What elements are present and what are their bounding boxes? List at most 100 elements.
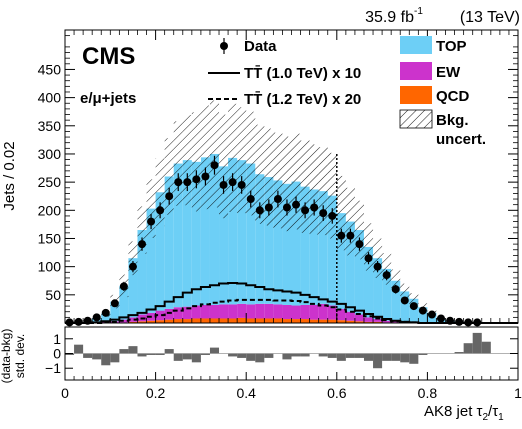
- top-bar: [228, 157, 238, 305]
- data-point: [400, 296, 409, 305]
- ratio-y-tick-label: 0: [53, 346, 61, 362]
- legend-swatch: [400, 62, 432, 80]
- qcd-bar: [264, 318, 274, 323]
- qcd-bar: [354, 321, 364, 323]
- ew-bar: [391, 321, 401, 323]
- ratio-bar: [146, 353, 156, 355]
- ratio-y-axis-label-line2: std. dev.: [13, 334, 27, 378]
- top-bar: [363, 246, 374, 318]
- ratio-bar: [119, 349, 129, 354]
- ratio-bar: [83, 353, 93, 358]
- uncertainty-band-bin: [273, 132, 283, 229]
- uncertainty-band-bin: [200, 105, 210, 210]
- uncertainty-band-bin: [137, 206, 147, 254]
- x-axis: 0 0.2 0.4 0.6 0.8 1: [61, 372, 522, 401]
- uncertainty-band-bin: [191, 112, 201, 212]
- ratio-bar: [463, 343, 473, 354]
- x-tick-label: 0.8: [418, 385, 438, 401]
- ratio-bar: [336, 353, 346, 361]
- legend-entry-label: TOP: [436, 38, 467, 55]
- ew-bar: [318, 303, 328, 320]
- ew-bar: [282, 304, 292, 320]
- qcd-bar: [137, 321, 147, 323]
- top-bar: [191, 161, 201, 306]
- ew-bar: [200, 304, 210, 319]
- uncertainty-band-bin: [209, 100, 220, 208]
- x-axis-label-sub1: 2: [482, 412, 488, 423]
- ratio-bar: [92, 353, 102, 360]
- ratio-bar: [191, 353, 201, 363]
- data-point: [409, 302, 418, 311]
- ratio-bar: [110, 353, 120, 363]
- ew-bar: [128, 317, 138, 322]
- ew-bar: [291, 305, 301, 320]
- ratio-bar: [373, 353, 383, 369]
- qcd-bar: [237, 317, 247, 323]
- ew-bar: [209, 304, 220, 319]
- data-point: [65, 318, 74, 327]
- top-bar: [137, 230, 147, 315]
- ew-bar: [354, 314, 364, 322]
- data-point: [83, 316, 92, 325]
- data-point: [156, 206, 165, 215]
- data-point: [292, 200, 301, 209]
- y-tick-label: 450: [38, 61, 62, 77]
- data-point: [337, 231, 346, 240]
- qcd-bar: [146, 320, 156, 323]
- uncertainty-band-bin: [228, 103, 238, 212]
- data-point: [255, 206, 264, 215]
- uncertainty-band-bin: [345, 187, 355, 256]
- uncertainty-band-bin: [363, 223, 374, 271]
- data-point: [382, 271, 391, 280]
- ew-bar: [255, 303, 265, 319]
- ew-bar: [300, 304, 310, 320]
- uncertainty-band-bin: [282, 136, 292, 232]
- qcd-bar: [209, 318, 220, 323]
- x-tick-label: 1: [514, 385, 522, 401]
- ew-bar: [309, 304, 319, 320]
- qcd-bar: [219, 318, 229, 323]
- uncertainty-band-bin: [373, 238, 383, 278]
- ew-bar: [373, 319, 383, 322]
- top-bar: [237, 160, 247, 304]
- data-point: [427, 310, 436, 319]
- uncertainty-band-bin: [327, 152, 337, 239]
- ew-bar: [336, 308, 346, 321]
- data-point: [310, 203, 319, 212]
- ratio-bar: [200, 353, 210, 355]
- data-point: [373, 262, 382, 271]
- ew-bar: [173, 307, 183, 320]
- uncertainty-band-bin: [164, 138, 174, 215]
- data-point: [418, 306, 427, 315]
- ew-bar: [228, 304, 238, 319]
- data-points: [65, 155, 482, 327]
- ratio-bar: [128, 346, 138, 354]
- top-bar: [400, 291, 410, 323]
- signal-curves: [65, 281, 518, 324]
- qcd-bar: [282, 319, 292, 323]
- ratio-y-axis: 10−1: [45, 331, 518, 376]
- uncertainty-band-bin: [354, 200, 364, 260]
- top-bar: [119, 285, 129, 320]
- top-bar: [219, 166, 229, 305]
- x-tick-label: 0: [61, 385, 69, 401]
- qcd-bar: [336, 320, 346, 323]
- data-point: [246, 195, 255, 204]
- ratio-bar: [363, 353, 374, 361]
- ew-bar: [327, 305, 337, 320]
- data-point: [192, 175, 201, 184]
- qcd-bar: [164, 319, 174, 323]
- legend-entry-label: QCD: [436, 88, 470, 105]
- data-point: [138, 240, 147, 249]
- top-bar: [391, 280, 401, 322]
- ratio-bar: [101, 353, 111, 366]
- y-tick-label: 350: [38, 118, 62, 134]
- ratio-bar: [354, 353, 364, 358]
- data-point: [74, 317, 83, 326]
- top-bar: [291, 181, 301, 306]
- data-point: [119, 282, 128, 291]
- ratio-bar: [409, 353, 419, 364]
- qcd-bar: [173, 319, 183, 323]
- legend: Data TT̄ (1.0 TeV) x 10 TT̄ (1.2 TeV) x 20…: [208, 36, 486, 148]
- legend-swatch: [399, 109, 433, 129]
